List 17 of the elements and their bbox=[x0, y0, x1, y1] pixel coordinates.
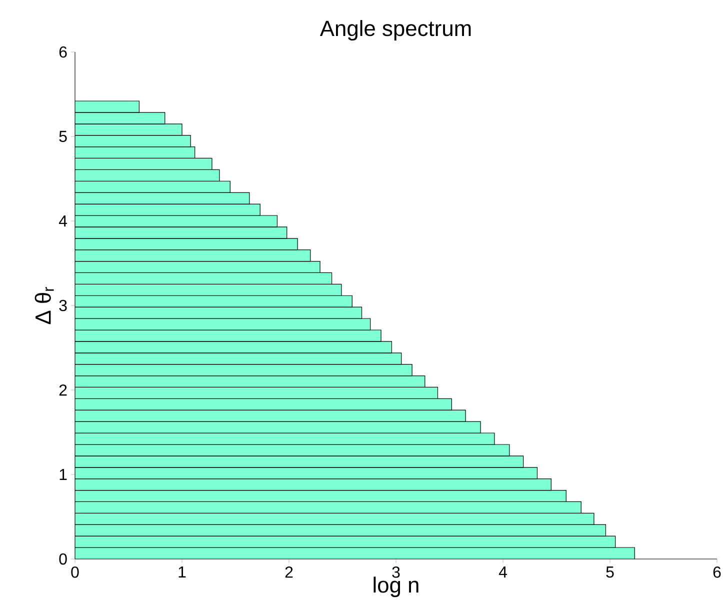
y-tick-label: 5 bbox=[59, 130, 67, 142]
x-tick-label: 4 bbox=[498, 566, 507, 578]
y-tick-label: 6 bbox=[59, 46, 67, 58]
x-tick-label: 5 bbox=[606, 566, 614, 578]
y-tick-label: 4 bbox=[58, 216, 68, 226]
y-tick-label: 1 bbox=[60, 469, 67, 480]
x-tick-label: 3 bbox=[392, 566, 400, 578]
chart-title: Angle spectrum bbox=[320, 20, 471, 40]
x-tick-label: 0 bbox=[71, 566, 79, 578]
y-axis-title: Δ θ$_{r}$ bbox=[34, 286, 54, 324]
x-tick-label: 6 bbox=[713, 566, 721, 578]
y-tick-label: 2 bbox=[59, 384, 67, 396]
y-tick-label: 3 bbox=[59, 300, 67, 312]
x-tick-label: 1 bbox=[178, 566, 186, 578]
x-tick-label: 2 bbox=[285, 566, 293, 578]
y-tick-label: 0 bbox=[59, 553, 67, 565]
x-axis-title: log n bbox=[374, 576, 418, 598]
